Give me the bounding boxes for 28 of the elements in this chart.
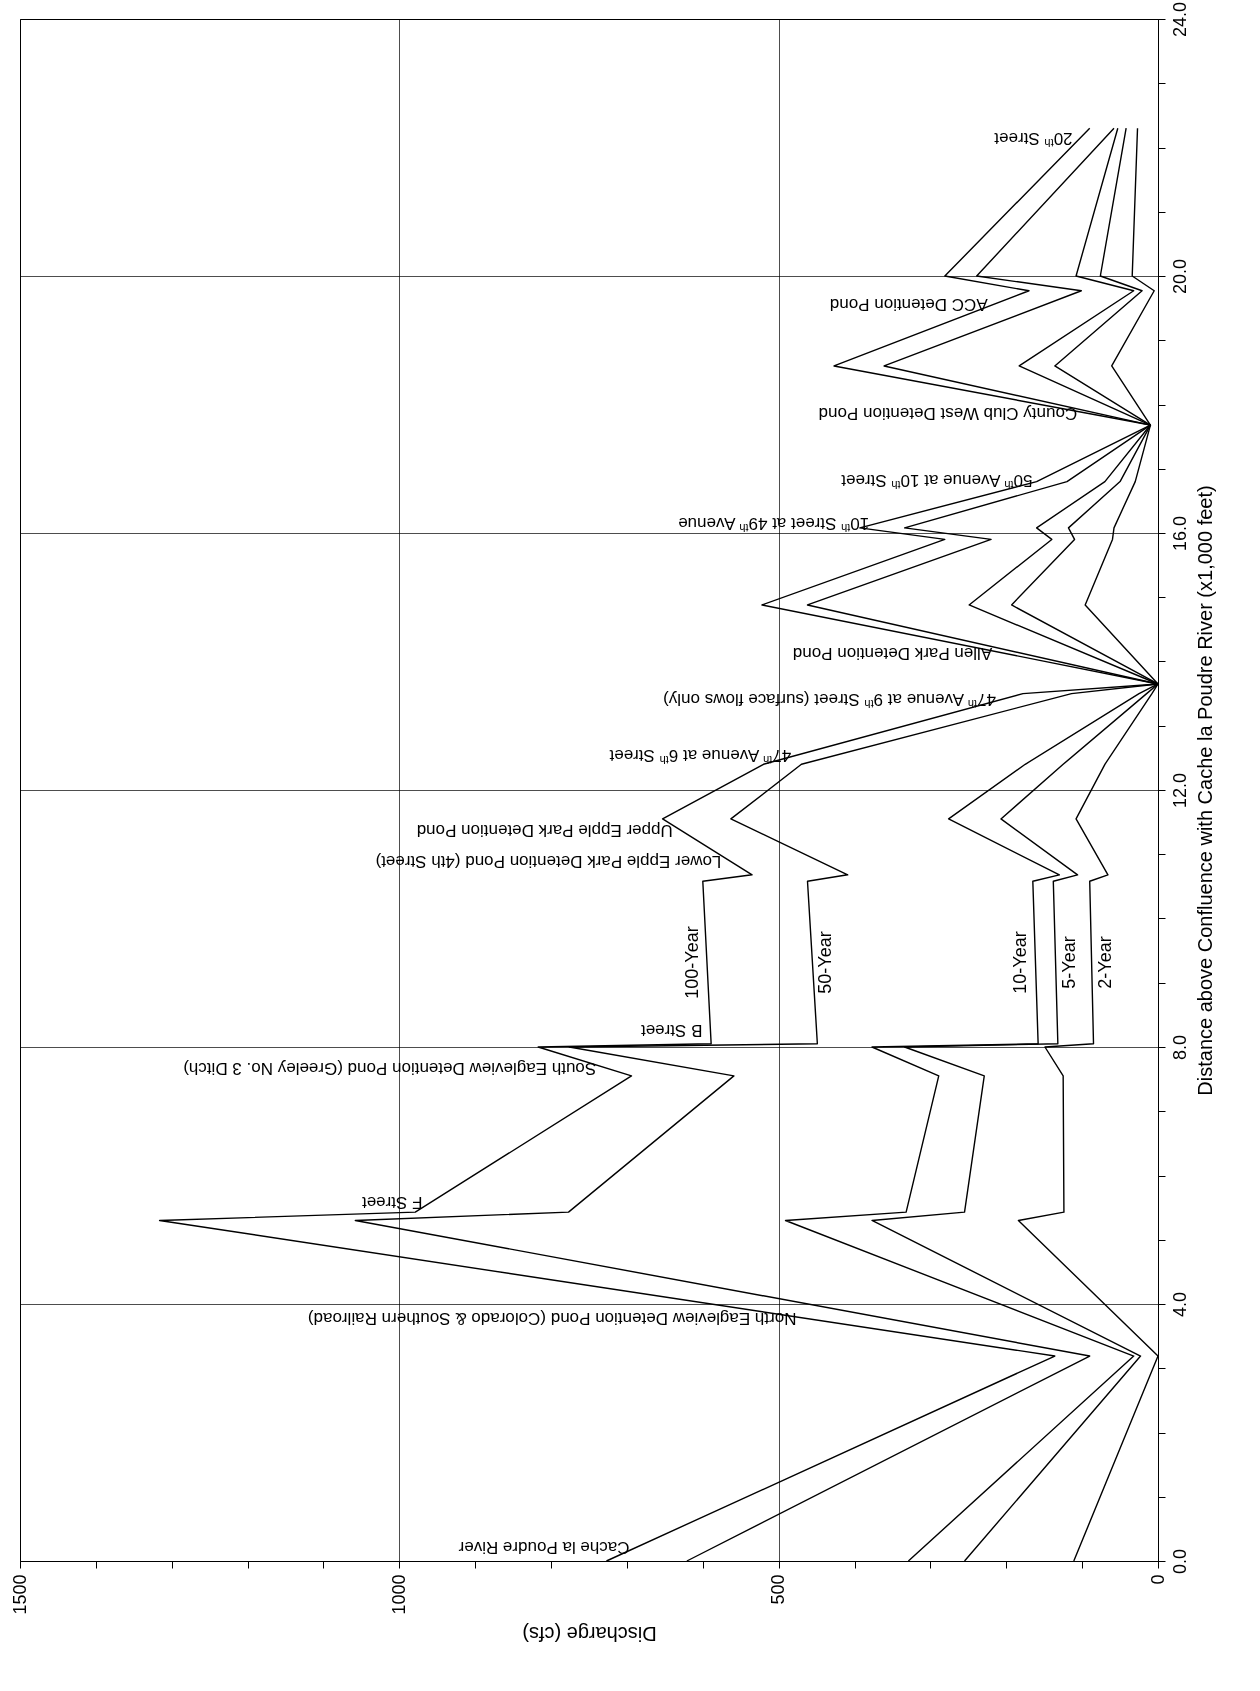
annotation: ACC Detention Pond — [829, 294, 988, 314]
x-axis-title: Discharge (cfs) — [522, 1622, 657, 1645]
x-tick-label: 500 — [768, 1574, 789, 1605]
annotation: Lower Epple Park Detention Pond (4th Street) — [375, 851, 722, 871]
y-tick-label: 20.0 — [1169, 258, 1190, 295]
y-axis-title: Distance above Confluence with Cache la Poudre River (x1,000 feet) — [1193, 485, 1216, 1096]
annotation: Cache la Poudre River — [458, 1537, 630, 1557]
x-tick-label: 0 — [1147, 1574, 1168, 1585]
annotation: Allen Park Detention Pond — [792, 643, 993, 663]
text: 50-Year — [815, 931, 836, 994]
y-tick-label: 0.0 — [1169, 1548, 1190, 1575]
annotation: County Club West Detention Pond — [818, 403, 1078, 423]
text: 5-Year — [1058, 936, 1079, 989]
annotation: North Eagleview Detention Pond (Colorado & Southern Railroad) — [307, 1309, 797, 1329]
text: 10-Year — [1010, 931, 1031, 994]
annotation: South Eagleview Detention Pond (Greeley No. 3 Ditch) — [183, 1058, 597, 1078]
y-tick-label: 4.0 — [1169, 1291, 1190, 1318]
annotation: F Street — [361, 1193, 423, 1213]
x-tick-label: 1000 — [388, 1574, 409, 1615]
y-tick-label: 16.0 — [1169, 515, 1190, 552]
x-tick-label: 1500 — [9, 1574, 30, 1615]
y-tick-label: 12.0 — [1169, 772, 1190, 809]
text: 100-Year — [681, 926, 702, 999]
text: 2-Year — [1094, 936, 1115, 989]
y-tick-label: 8.0 — [1169, 1034, 1190, 1061]
annotation: B Street — [640, 1020, 703, 1040]
y-tick-label: 24.0 — [1169, 1, 1190, 38]
annotation: Upper Epple Park Detention Pond — [416, 821, 673, 841]
